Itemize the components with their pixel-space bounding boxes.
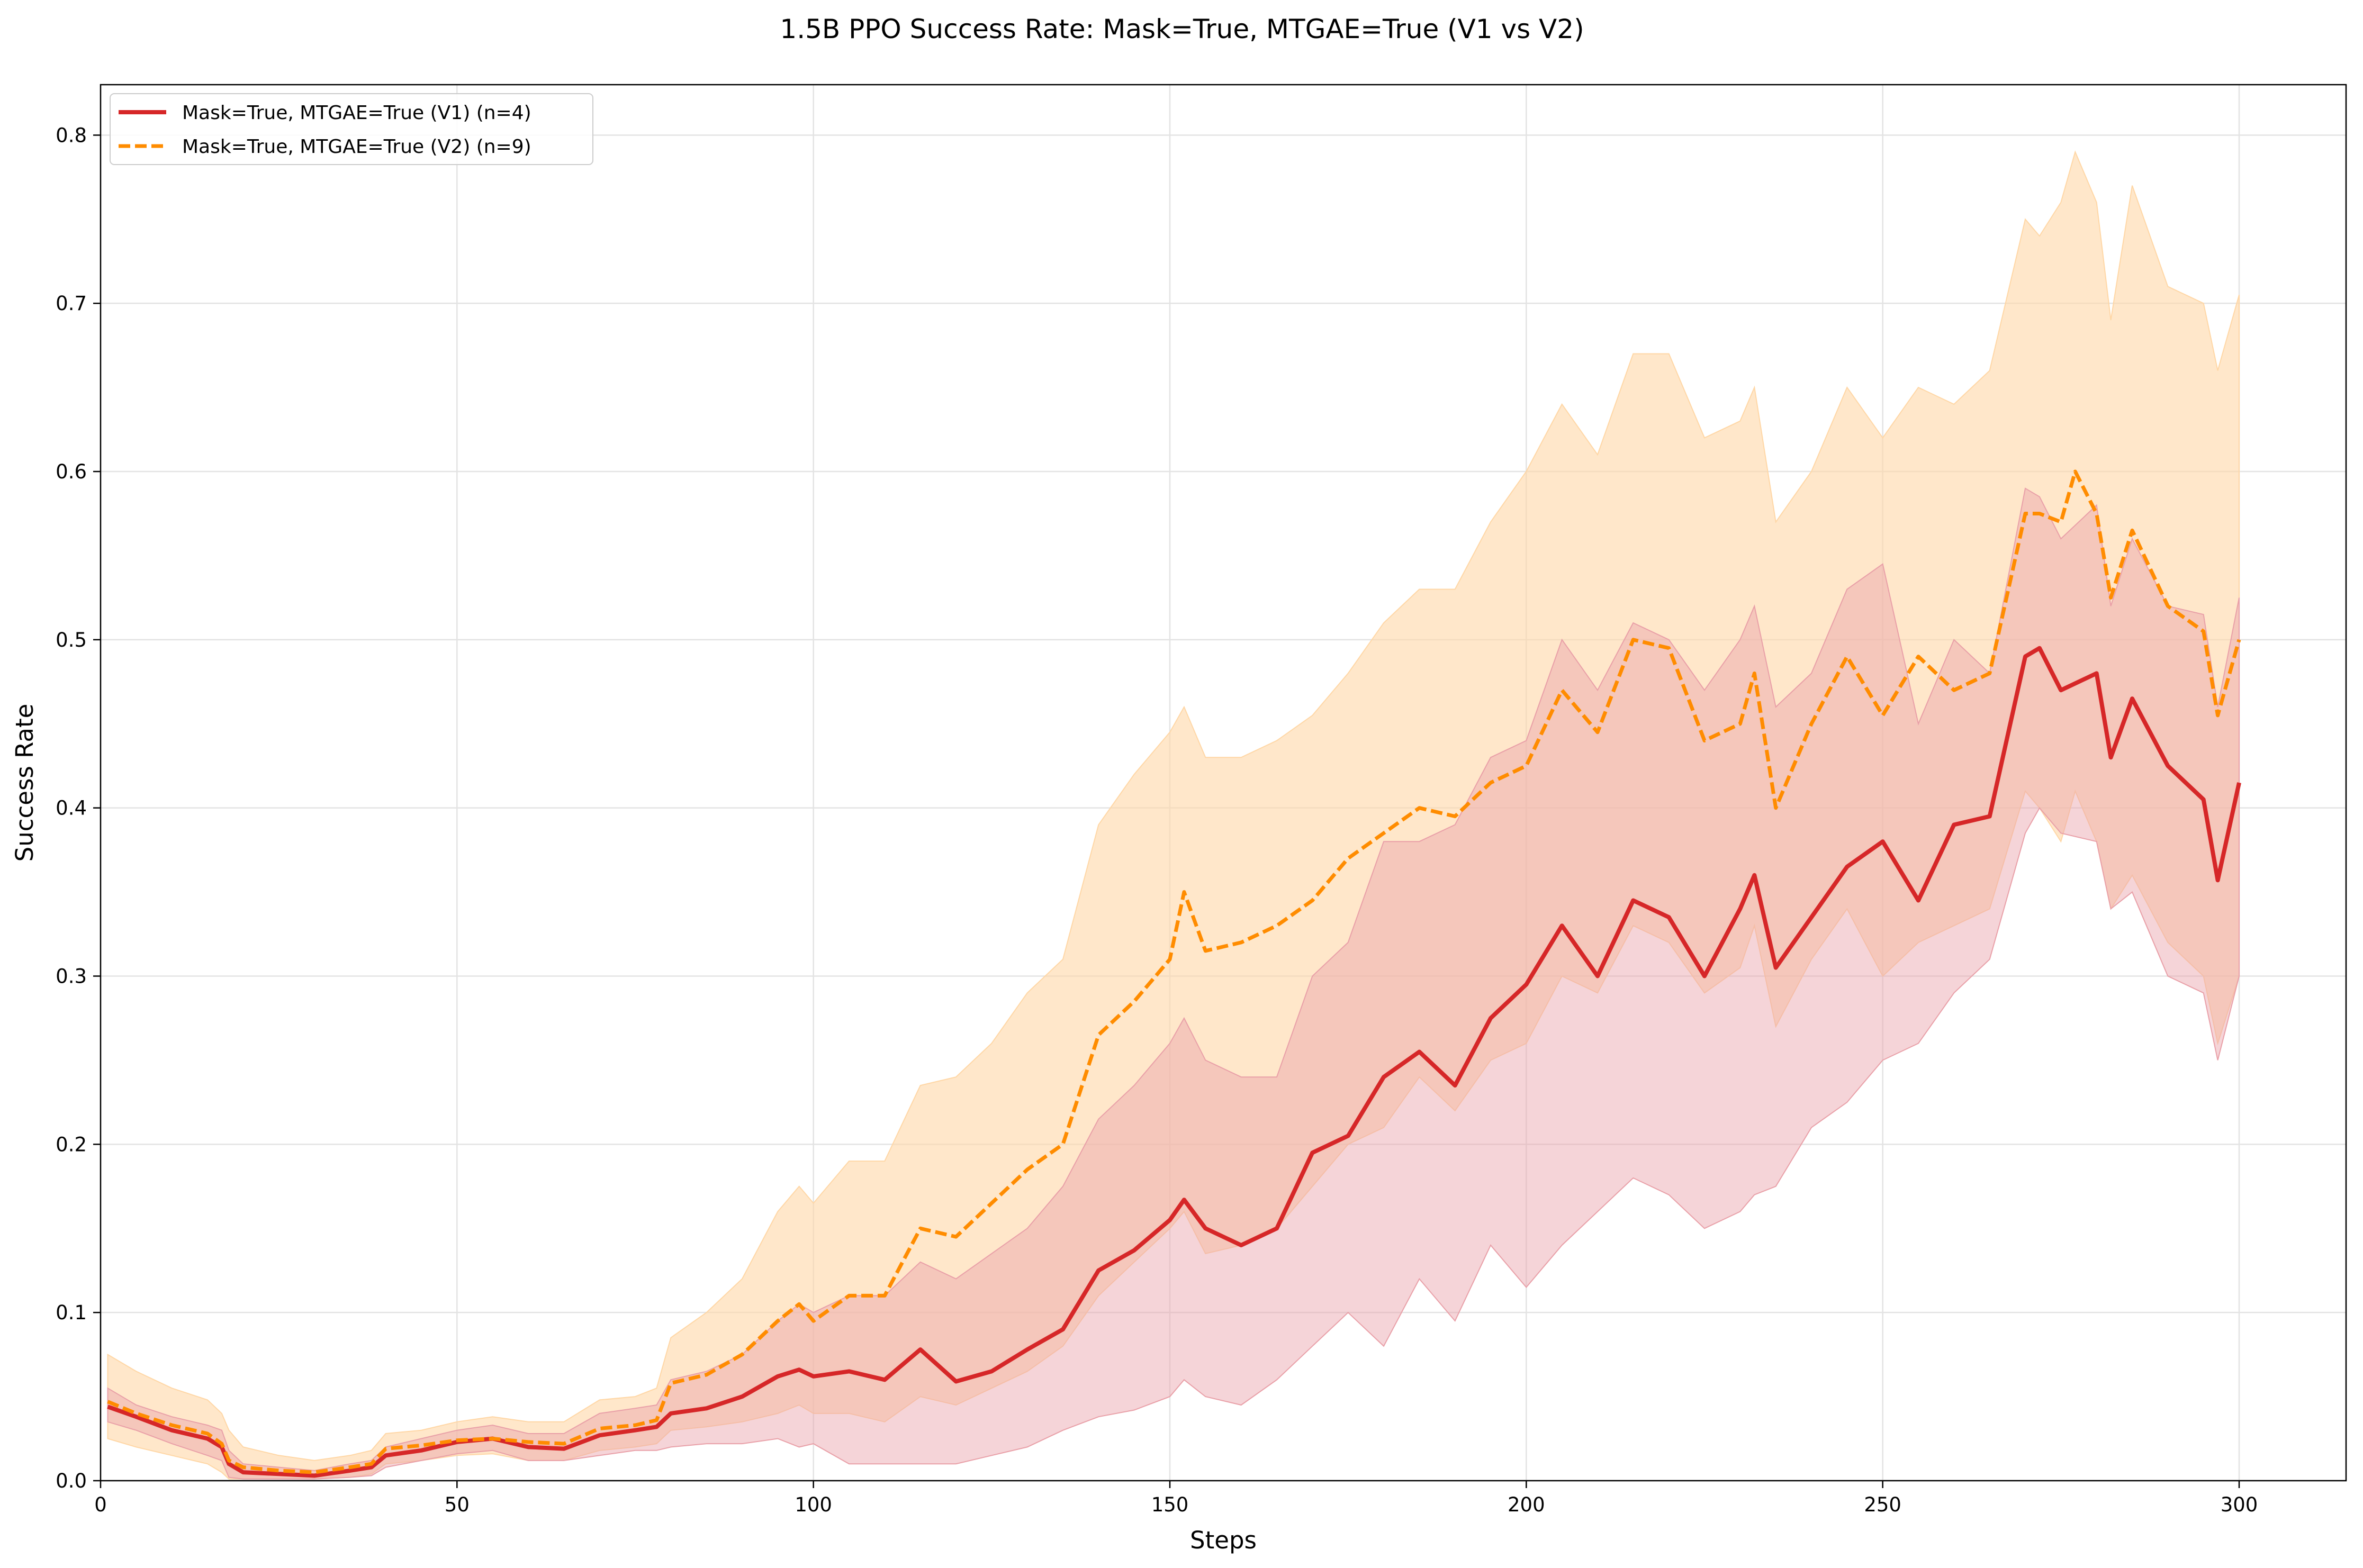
legend: Mask=True, MTGAE=True (V1) (n=4) Mask=Tr… [110,93,593,165]
legend-label-v2: Mask=True, MTGAE=True (V2) (n=9) [182,136,531,158]
x-tick-label: 300 [2221,1493,2258,1516]
y-tick-label: 0.1 [56,1301,87,1324]
axis-ticks: 0 50 100 150 200 250 300 0.0 0.1 0.2 0.3 0.4 0.5 0.6 0… [56,124,2258,1516]
series-line-2 [107,469,2241,1474]
legend-box [110,93,593,165]
y-tick-label: 0.2 [56,1133,87,1156]
y-tick-label: 0.0 [56,1470,87,1492]
series-line-1 [107,646,2241,1478]
x-tick-label: 150 [1151,1493,1189,1516]
plot-frame [100,84,2347,1482]
x-tick-label: 200 [1508,1493,1545,1516]
y-tick-label: 0.3 [56,965,87,988]
chart-title: 1.5B PPO Success Rate: Mask=True, MTGAE=… [780,14,1584,44]
y-tick-label: 0.4 [56,797,87,820]
y-axis-label: Success Rate [11,704,39,862]
y-tick-label: 0.5 [56,629,87,651]
x-axis-label: Steps [1190,1526,1257,1554]
x-tick-label: 0 [94,1493,107,1516]
x-tick-label: 50 [445,1493,470,1516]
y-tick-label: 0.7 [56,292,87,315]
x-tick-label: 100 [795,1493,832,1516]
legend-label-v1: Mask=True, MTGAE=True (V1) (n=4) [182,102,531,124]
x-tick-label: 250 [1864,1493,1901,1516]
series-lines [107,469,2241,1478]
y-tick-label: 0.6 [56,460,87,483]
y-tick-label: 0.8 [56,124,87,147]
